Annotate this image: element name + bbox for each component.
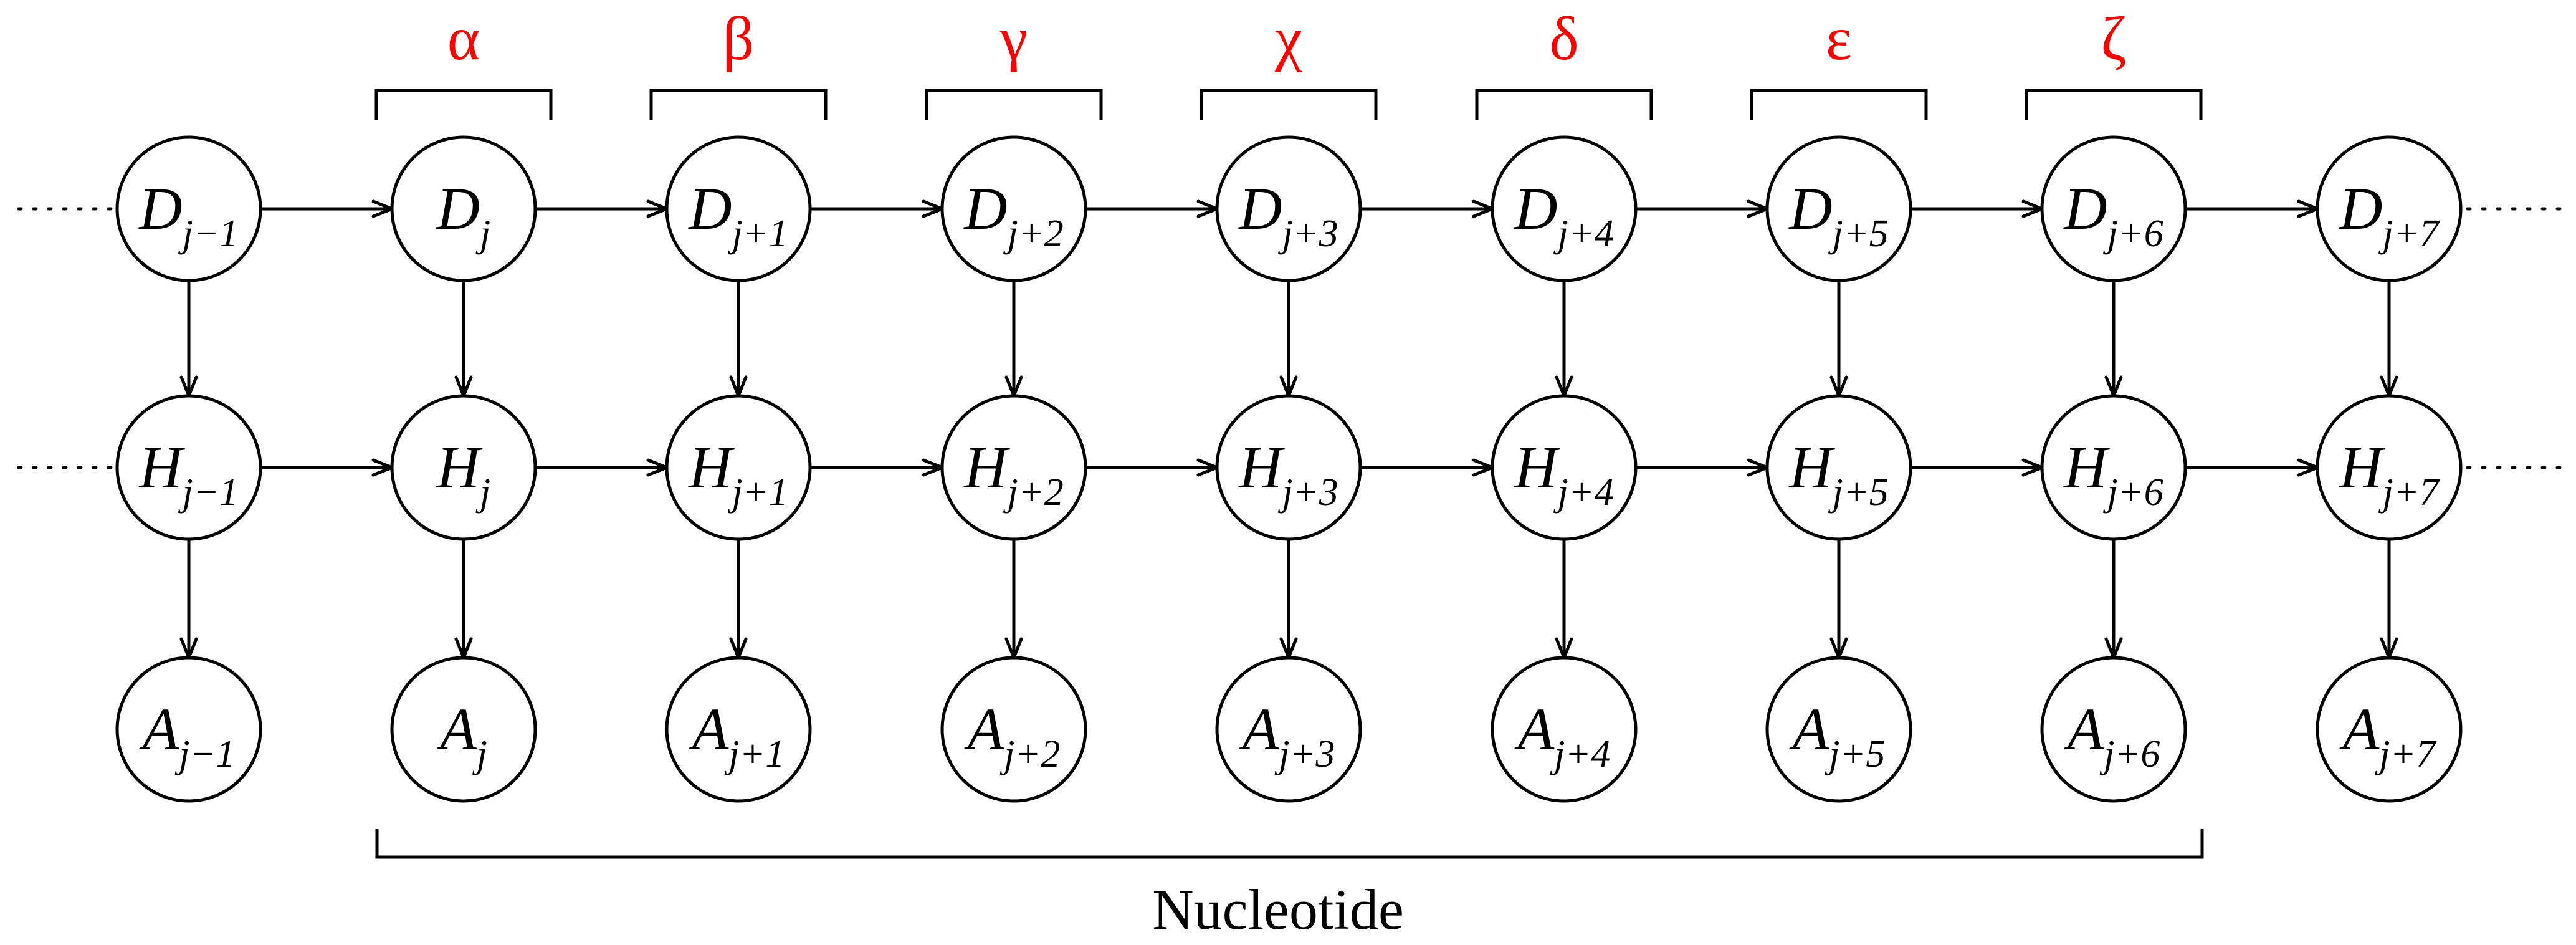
node-label: Aj−1 (139, 696, 236, 775)
node-label: Dj+4 (1513, 175, 1613, 255)
node-label: Hj (436, 434, 491, 514)
node-label: Hj+4 (1513, 434, 1613, 514)
node-d-8: Dj+7 (2316, 135, 2463, 282)
node-label: Dj+2 (963, 175, 1063, 255)
node-h-2: Hj+1 (665, 394, 812, 541)
node-label: Aj+6 (2064, 696, 2160, 775)
node-d-4: Dj+3 (1215, 135, 1362, 282)
codon-label-1: α (447, 4, 480, 73)
node-h-5: Hj+4 (1491, 394, 1638, 541)
codon-bracket-6 (1750, 89, 1928, 120)
codon-label-6: ε (1826, 4, 1852, 73)
node-label: Aj+1 (689, 696, 785, 775)
codon-label-3: γ (999, 4, 1028, 73)
node-label: Hj+6 (2063, 434, 2163, 514)
node-d-3: Dj+2 (940, 135, 1087, 282)
codon-bracket-1 (374, 89, 553, 120)
edges (179, 199, 2398, 660)
node-a-2: Aj+1 (665, 656, 812, 803)
nucleotide-bracket (375, 829, 2204, 859)
node-h-3: Hj+2 (940, 394, 1087, 541)
node-d-1: Dj (390, 135, 537, 282)
node-d-5: Dj+4 (1491, 135, 1638, 282)
node-label: Aj+4 (1514, 696, 1611, 775)
node-a-0: Aj−1 (115, 656, 262, 803)
node-h-4: Hj+3 (1215, 394, 1362, 541)
node-label: Hj−1 (138, 434, 238, 514)
node-d-7: Dj+6 (2040, 135, 2187, 282)
node-a-8: Aj+7 (2316, 656, 2463, 803)
node-label: Hj+7 (2338, 434, 2440, 514)
node-h-8: Hj+7 (2316, 394, 2463, 541)
node-label: Aj+3 (1239, 696, 1335, 775)
node-label: Dj+5 (1788, 175, 1888, 255)
codon-label-5: δ (1549, 4, 1578, 73)
node-label: Hj+5 (1788, 434, 1888, 514)
node-label: Dj+7 (2338, 175, 2440, 255)
node-h-1: Hj (390, 394, 537, 541)
node-a-5: Aj+4 (1491, 656, 1638, 803)
codon-brackets (374, 89, 2204, 859)
labels: α β γ χ δ ε ζ Nucleotide (447, 4, 2127, 941)
node-label: Dj+6 (2063, 175, 2163, 255)
node-a-6: Aj+5 (1765, 656, 1912, 803)
node-a-3: Aj+2 (940, 656, 1087, 803)
node-label: Dj−1 (138, 175, 238, 255)
node-a-4: Aj+3 (1215, 656, 1362, 803)
continuation-dots (17, 207, 2563, 469)
codon-bracket-3 (925, 89, 1103, 120)
node-label: Aj+5 (1789, 696, 1886, 775)
node-d-0: Dj−1 (115, 135, 262, 282)
node-label: Hj+3 (1238, 434, 1338, 514)
node-label: Hj+2 (963, 434, 1063, 514)
node-h-6: Hj+5 (1765, 394, 1912, 541)
node-d-2: Dj+1 (665, 135, 812, 282)
node-a-1: Aj (390, 656, 537, 803)
node-d-6: Dj+5 (1765, 135, 1912, 282)
node-h-7: Hj+6 (2040, 394, 2187, 541)
codon-bracket-4 (1200, 89, 1378, 120)
node-label: Aj (436, 696, 487, 775)
codon-bracket-5 (1475, 89, 1653, 120)
codon-bracket-7 (2025, 89, 2203, 120)
node-a-7: Aj+6 (2040, 656, 2187, 803)
node-label: Dj (436, 175, 491, 255)
node-label: Dj+3 (1238, 175, 1338, 255)
nucleotide-label: Nucleotide (1152, 878, 1404, 941)
node-label: Aj+2 (964, 696, 1061, 775)
codon-label-7: ζ (2101, 4, 2126, 73)
codon-label-4: χ (1274, 4, 1302, 73)
node-label: Dj+1 (687, 175, 788, 255)
nodes: Dj−1 Dj Dj+1 Dj+2 Dj+3 Dj+4 Dj+5 Dj+6 Dj+7 Hj−1 Hj… (115, 135, 2463, 803)
node-label: Hj+1 (687, 434, 788, 514)
codon-label-2: β (723, 4, 755, 73)
node-label: Aj+7 (2339, 696, 2438, 775)
node-h-0: Hj−1 (115, 394, 262, 541)
codon-bracket-2 (649, 89, 828, 120)
